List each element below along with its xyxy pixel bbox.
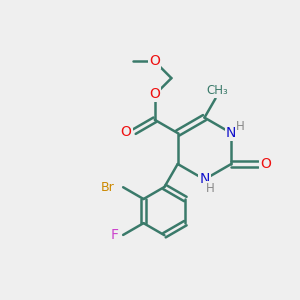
Text: O: O bbox=[261, 157, 272, 171]
Text: CH₃: CH₃ bbox=[206, 84, 228, 97]
Text: N: N bbox=[199, 172, 210, 186]
Text: H: H bbox=[206, 182, 214, 195]
Text: F: F bbox=[111, 228, 119, 242]
Text: N: N bbox=[226, 126, 236, 140]
Text: Br: Br bbox=[100, 181, 114, 194]
Text: H: H bbox=[236, 120, 245, 133]
Text: O: O bbox=[149, 54, 160, 68]
Text: O: O bbox=[149, 87, 160, 101]
Text: O: O bbox=[121, 124, 131, 139]
